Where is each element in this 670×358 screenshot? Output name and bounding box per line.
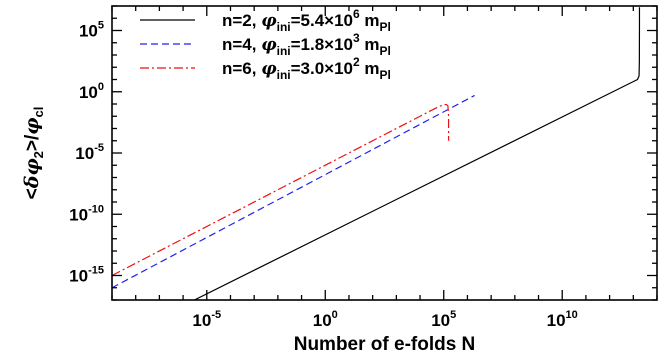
x-axis-title: Number of e-folds N (294, 334, 476, 355)
y-tick-label: 100 (79, 81, 104, 102)
x-tick-label: 105 (431, 309, 456, 330)
legend-label-2: n=4, φini=1.8×103 mPl (222, 31, 391, 58)
y-tick-label: 105 (79, 20, 104, 41)
series-line-1 (194, 7, 641, 300)
legend-label-1: n=2, φini=5.4×106 mPl (222, 7, 391, 34)
tick-labels: 10-5 100 105 1010 105 100 10-5 10-10 10-15 (69, 20, 578, 331)
y-axis-title: <δφ2>/φcl (21, 107, 46, 200)
legend-label-3: n=6, φini=3.0×102 mPl (222, 55, 391, 82)
y-tick-label: 10-15 (69, 265, 104, 286)
series-layer (112, 7, 641, 300)
x-tick-label: 1010 (547, 309, 578, 330)
x-tick-label: 100 (313, 309, 338, 330)
series-line-3 (112, 103, 450, 277)
ticks-layer (111, 5, 658, 301)
x-tick-label: 10-5 (192, 309, 221, 330)
series-line-2 (112, 94, 475, 289)
y-tick-label: 10-10 (69, 203, 104, 224)
y-tick-label: 10-5 (75, 142, 104, 163)
